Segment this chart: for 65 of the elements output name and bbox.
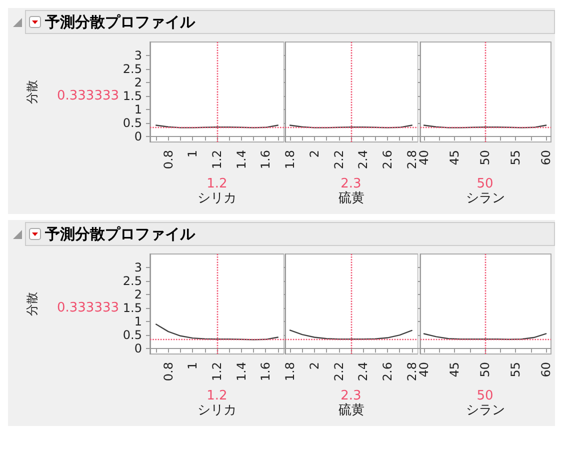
y-tick-label: 2 [134, 288, 142, 302]
ref-line-label: 2.3 [340, 388, 362, 404]
x-tick-label: 40 [416, 362, 431, 378]
y-tick-label: 2.5 [122, 274, 142, 288]
line-series [155, 324, 279, 340]
x-axis-title: シラン [466, 403, 506, 418]
x-tick-label: 2.4 [356, 362, 370, 382]
y-tick-label: 0.5 [122, 116, 142, 130]
y-tick-label: 3 [134, 260, 142, 275]
x-tick-label: 2.4 [356, 150, 370, 170]
y-tick-label: 1.5 [122, 301, 142, 316]
x-tick-label: 45 [448, 362, 462, 378]
x-axis-title: シリカ [198, 191, 236, 206]
x-tick-label: 1.8 [283, 362, 297, 382]
y-tick-label: 0 [134, 130, 142, 144]
x-axis-title: シラン [466, 191, 506, 206]
x-tick-label: 1.4 [234, 362, 248, 382]
ref-line-label: 50 [476, 176, 494, 192]
y-tick-label: 0.5 [122, 328, 142, 342]
y-tick-label: 1.5 [122, 89, 142, 104]
x-axis-title: 硫黄 [338, 403, 365, 418]
x-axis-title: シリカ [198, 403, 236, 418]
chart-title: 予測分散プロファイル [45, 12, 195, 32]
x-tick-label: 2 [307, 362, 322, 370]
chart-title: 予測分散プロファイル [45, 224, 195, 244]
ref-line-label: 1.2 [206, 176, 228, 192]
x-tick-label: 1.4 [234, 150, 248, 170]
x-tick-label: 2.8 [404, 150, 419, 170]
ref-line-label: 0.333333 [56, 88, 120, 104]
y-axis-title: 分散 [25, 80, 39, 104]
y-axis-title: 分散 [25, 292, 39, 316]
x-tick-label: 1 [186, 362, 200, 370]
x-tick-label: 1.6 [258, 150, 273, 170]
y-tick-label: 2.5 [122, 62, 142, 76]
x-tick-label: 2.8 [404, 362, 419, 382]
x-tick-label: 60 [539, 362, 554, 378]
x-tick-label: 1 [186, 150, 200, 158]
y-tick-label: 3 [134, 48, 142, 63]
x-tick-label: 60 [539, 150, 554, 166]
ref-line-label: 0.333333 [56, 300, 120, 316]
y-tick-label: 1 [134, 102, 142, 117]
ref-line-label: 2.3 [340, 176, 362, 192]
x-tick-label: 2.2 [332, 150, 346, 170]
ref-line-label: 1.2 [206, 388, 228, 404]
x-tick-label: 2.2 [332, 362, 346, 382]
x-tick-label: 45 [448, 150, 462, 166]
x-tick-label: 2.6 [380, 362, 395, 382]
x-tick-label: 55 [508, 362, 523, 378]
x-tick-label: 50 [478, 362, 492, 378]
x-tick-label: 0.8 [161, 150, 176, 170]
x-tick-label: 1.8 [283, 150, 297, 170]
x-tick-label: 2.6 [380, 150, 395, 170]
x-tick-label: 50 [478, 150, 492, 166]
x-tick-label: 1.6 [258, 362, 273, 382]
x-tick-label: 2 [307, 150, 322, 158]
x-tick-label: 1.2 [210, 362, 224, 382]
x-axis-title: 硫黄 [338, 191, 365, 206]
y-tick-label: 1 [134, 314, 142, 329]
y-tick-label: 0 [134, 342, 142, 356]
x-tick-label: 0.8 [161, 362, 176, 382]
x-tick-label: 55 [508, 150, 523, 166]
x-tick-label: 40 [416, 150, 431, 166]
ref-line-label: 50 [476, 388, 494, 404]
x-tick-label: 1.2 [210, 150, 224, 170]
y-tick-label: 2 [134, 76, 142, 90]
